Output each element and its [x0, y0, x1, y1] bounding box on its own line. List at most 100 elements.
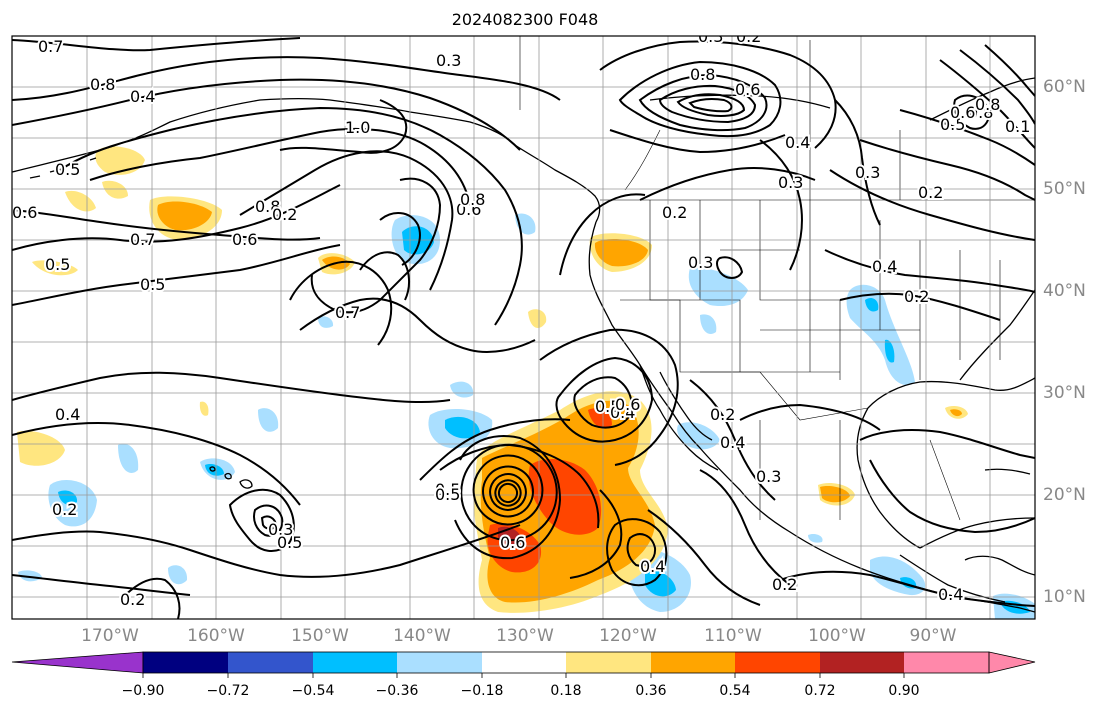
shade-neg-d	[450, 381, 474, 398]
shade-neg-q	[870, 556, 926, 596]
contour-label: 0.1	[1005, 117, 1030, 136]
contour-label: 1.0	[345, 118, 370, 137]
colorbar-cell-under	[11, 651, 144, 674]
contour-label: 0.8	[690, 65, 715, 84]
shade-neg-i	[168, 565, 188, 585]
colorbar-cell	[143, 652, 228, 673]
contour-label: 0.8	[460, 190, 485, 209]
contour-label: 0.2	[662, 203, 687, 222]
longitude-label: 120°W	[599, 626, 657, 646]
contour-label: 0.4	[785, 133, 810, 152]
shade-pos-i	[199, 401, 209, 416]
shade-pos-n	[157, 201, 212, 231]
contour-label: 0.6	[500, 533, 525, 552]
contour-label: 0.5	[435, 485, 460, 504]
contour-label: 0.8	[968, 103, 993, 122]
shade-pos-c	[65, 190, 96, 212]
map-frame	[11, 35, 1036, 620]
shade-neg-p	[808, 533, 823, 543]
contour-label: 0.2	[918, 183, 943, 202]
contour-label: 0.3	[778, 173, 803, 192]
colorbar-tick-label: 0.18	[550, 683, 582, 699]
shade-neg-e	[258, 408, 279, 432]
longitude-label: 150°W	[291, 626, 349, 646]
shade-neg-m	[700, 314, 717, 335]
contour-label: 0.5	[595, 397, 620, 416]
contour-label: 0.5	[55, 160, 80, 179]
colorbar-cell	[651, 652, 735, 673]
latitude-label: 30°N	[1043, 383, 1086, 403]
contour-label: 0.4	[640, 557, 665, 576]
contour-label: 0.2	[772, 575, 797, 594]
colorbar-cell	[313, 652, 397, 673]
contour-label: 0.2	[904, 287, 929, 306]
contour-label: 0.4	[938, 585, 963, 604]
colorbar-cell	[820, 652, 904, 673]
contour-label: 0.2	[710, 405, 735, 424]
contour-label: 0.4	[720, 433, 745, 452]
longitude-label: 100°W	[808, 626, 866, 646]
colorbar-tick-label: −0.36	[375, 683, 419, 699]
contour-label: 0.8	[255, 197, 280, 216]
longitude-label: 110°W	[704, 626, 762, 646]
contour-label: 0.7	[38, 37, 63, 56]
colorbar-tick-label: 0.36	[635, 683, 667, 699]
contour-label: 0.6	[735, 80, 760, 99]
latitude-label: 40°N	[1043, 281, 1086, 301]
colorbar-tick-label: 0.72	[804, 683, 836, 699]
shade-neg-x	[884, 339, 895, 363]
contour-label: 0.2	[120, 590, 145, 609]
shade-pos-g	[528, 309, 547, 328]
contour-label: 0.2	[272, 205, 297, 224]
longitude-label: 90°W	[909, 626, 957, 646]
colorbar-cell-over	[988, 651, 1036, 674]
shade-pos-b	[102, 180, 128, 199]
contour-label: 0.8	[975, 95, 1000, 114]
contour-label: 0.7	[130, 230, 155, 249]
colorbar-tick-label: 0.90	[888, 683, 920, 699]
longitude-label: 140°W	[393, 626, 451, 646]
shade-pos-h	[17, 430, 65, 466]
colorbar-cell	[397, 652, 482, 673]
shade-pos-e	[32, 260, 78, 276]
contour-label: 0.3	[688, 253, 713, 272]
colorbar-cell	[904, 652, 989, 673]
colorbar-ticks	[142, 673, 905, 678]
colorbar-cell	[482, 652, 566, 673]
contour-lines	[12, 37, 1035, 619]
contour-label: 0.2	[736, 27, 761, 46]
contour-label: 0.8	[90, 75, 115, 94]
contour-label: 0.4	[130, 87, 155, 106]
contour-label: 0.3	[268, 520, 293, 539]
longitude-label: 160°W	[187, 626, 245, 646]
contour-label: 0.3	[698, 27, 723, 46]
shade-neg-l	[688, 267, 748, 307]
contour-label: 0.3	[436, 51, 461, 70]
shade-neg-y	[58, 490, 78, 505]
coastlines	[12, 77, 1035, 613]
contour-label: 0.3	[855, 163, 880, 182]
shade-neg-v	[445, 416, 480, 439]
longitude-label: 130°W	[496, 626, 554, 646]
contour-label: 0.6	[232, 230, 257, 249]
shade-pos-p	[594, 238, 648, 267]
contour-label: 0.6	[950, 103, 975, 122]
colorbar-cell	[228, 652, 313, 673]
graticule	[12, 36, 1035, 619]
contour-label: 0.3	[756, 467, 781, 486]
contour-label: 0.5	[435, 480, 460, 499]
contour-label: 0.5	[140, 275, 165, 294]
political-borders	[519, 36, 1035, 521]
colorbar-tick-label: −0.90	[121, 683, 165, 699]
latitude-label: 10°N	[1043, 587, 1086, 607]
contour-label: 0.6	[456, 200, 481, 219]
latitude-label: 50°N	[1043, 179, 1086, 199]
latitude-label: 20°N	[1043, 485, 1086, 505]
contour-label: 0.5	[45, 255, 70, 274]
contour-label-layer: 0.7 0.8 0.4 0.3 1.0 0.5 0.6 0.8 0.2 0.5 …	[12, 27, 1032, 611]
shade-neg-o	[677, 422, 720, 450]
colorbar-tick-label: −0.18	[460, 683, 504, 699]
shade-neg-f	[118, 443, 139, 473]
shading-layer	[17, 146, 1035, 619]
